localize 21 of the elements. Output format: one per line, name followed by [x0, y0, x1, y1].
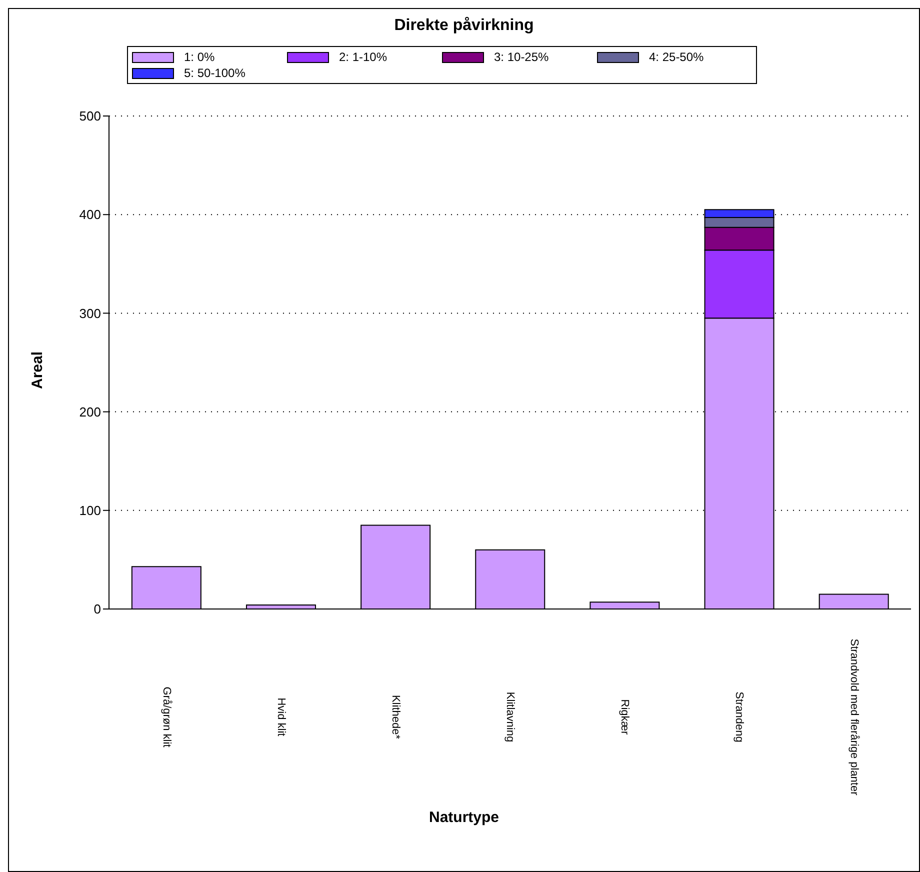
y-tick-label: 200: [79, 404, 101, 420]
legend-label: 1: 0%: [184, 50, 215, 64]
x-axis-title: Naturtype: [428, 809, 500, 826]
legend-label: 5: 50-100%: [184, 66, 246, 80]
chart-title: Direkte påvirkning: [393, 17, 535, 35]
x-tick-label: Klitlavning: [504, 692, 516, 742]
x-tick-label: Strandvold med flerårige planter: [848, 638, 860, 796]
y-tick-label: 300: [79, 306, 101, 321]
legend-label: 3: 10-25%: [494, 50, 549, 64]
x-tick-label: Strandeng: [733, 692, 746, 742]
y-tick-label: 0: [94, 602, 101, 617]
x-tick-label: Klithede*: [390, 694, 402, 740]
x-tick-label: Hvid klit: [274, 698, 287, 736]
y-tick-label: 400: [79, 207, 101, 222]
x-tick-label: Grå/grøn klit: [160, 686, 172, 748]
legend-label: 4: 25-50%: [649, 50, 704, 64]
legend-label: 2: 1-10%: [339, 50, 388, 64]
y-axis-title: Areal: [29, 351, 46, 389]
y-tick-label: 500: [79, 108, 101, 124]
x-tick-label: Rigkær: [618, 699, 631, 736]
y-tick-label: 100: [79, 503, 101, 518]
